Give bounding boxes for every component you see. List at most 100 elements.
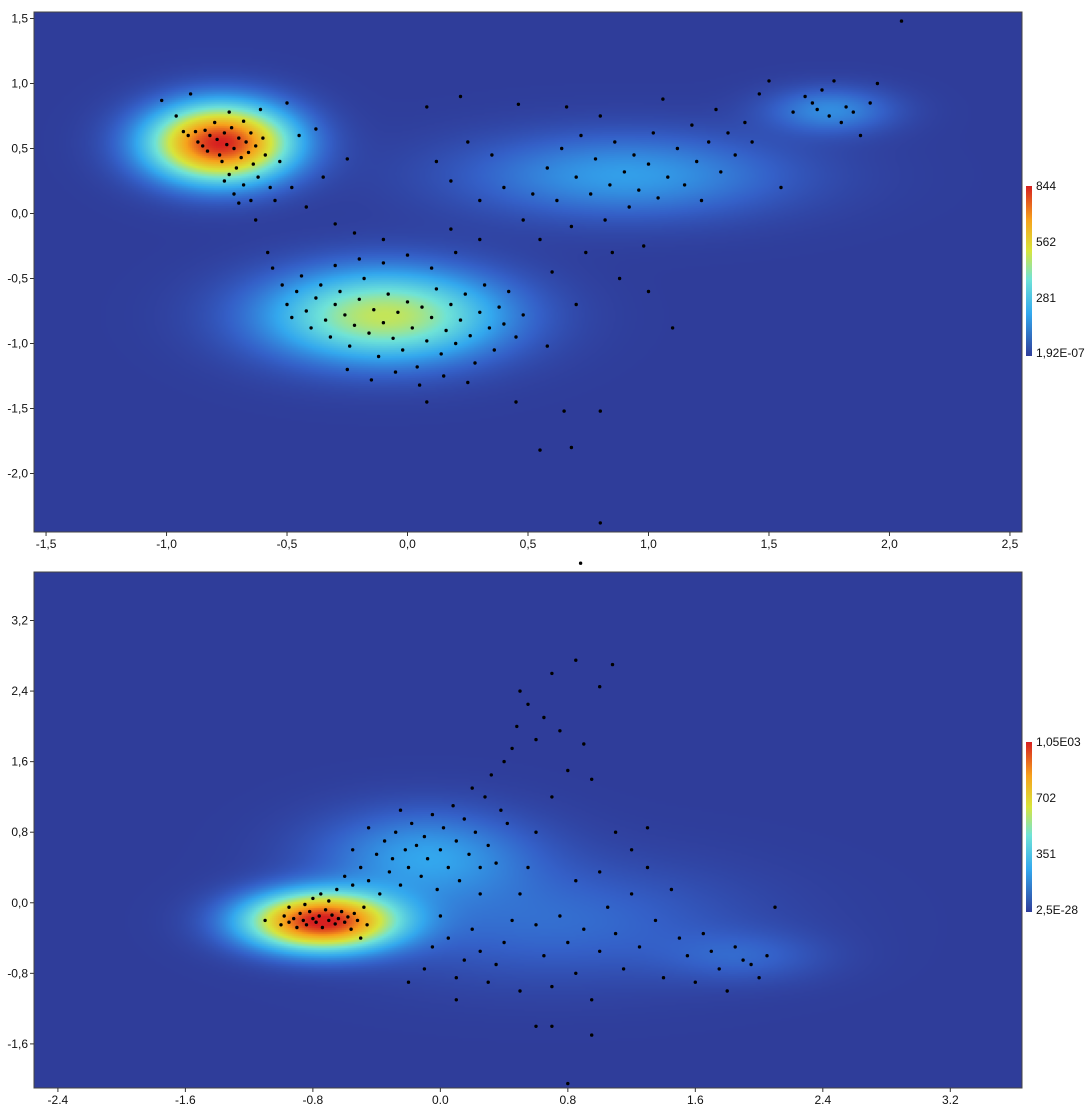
data-point [545,166,549,170]
data-point [494,962,498,967]
data-point [622,170,627,174]
data-point [521,218,525,222]
x-tick-label: -2,4 [48,1093,69,1104]
data-point [518,989,522,993]
data-point [405,253,410,257]
data-point [851,110,855,114]
data-point [526,865,530,870]
data-point [462,958,466,962]
colorbar-2: 1,05E03 702 351 2,5E-28 [1026,735,1081,917]
data-point [220,159,224,164]
data-point [560,146,564,151]
data-point [497,305,501,309]
data-point [429,315,434,320]
data-point [454,976,458,980]
data-point [502,940,506,945]
data-point [258,107,263,112]
data-point [367,331,371,335]
x-tick-label: 1,5 [761,537,778,551]
data-point [709,949,713,953]
density-plot-2: -2,4 -1,6 -0,8 0,0 0,8 1,6 2,4 3,2 3,2 2,4 1,6 0,8… [7,561,1081,1104]
data-point [438,914,443,918]
data-point [717,967,721,971]
data-point [646,162,651,166]
data-point [699,198,704,203]
data-point [562,409,566,413]
data-point [502,759,506,764]
data-point [569,445,574,450]
data-point [478,198,482,203]
data-point [490,153,494,157]
data-point [579,133,583,138]
data-point [478,892,482,896]
data-point [514,400,518,404]
data-point [458,94,463,99]
data-point [558,914,562,918]
data-point [820,88,824,92]
data-point [311,916,315,921]
data-point [290,315,294,320]
data-point [406,865,411,870]
data-point [478,865,482,870]
data-point [351,848,355,852]
colorbar-gradient-1 [1026,186,1032,356]
x-tick-label: 1,6 [687,1093,704,1104]
data-point [314,296,318,300]
data-point [578,561,583,565]
data-point [434,287,439,291]
data-point [590,1033,594,1037]
data-point [263,153,267,157]
data-point [273,198,277,203]
data-point [422,967,427,971]
data-point [538,237,542,242]
data-point [369,378,374,382]
data-point [394,830,398,834]
data-point [227,172,231,177]
data-point [598,685,602,689]
data-point [598,870,602,874]
data-point [439,352,443,356]
data-point [733,945,737,949]
data-point [345,157,349,161]
data-point [343,920,347,924]
data-point [290,185,294,190]
data-point [502,185,506,190]
data-point [419,874,423,878]
data-point [346,915,350,919]
data-point [629,892,634,896]
data-point [237,201,241,205]
data-point [516,102,521,107]
data-point [352,911,356,916]
data-point [478,237,482,242]
data-point [574,879,578,883]
data-point [398,883,403,887]
data-point [538,448,542,452]
data-point [285,302,289,307]
data-point [181,129,186,134]
data-point [832,79,836,83]
data-point [393,370,398,374]
data-point [201,144,205,148]
data-point [669,887,674,892]
data-point [642,244,646,248]
density-plot-1: -1,5 -1,0 -0,5 0,0 0,5 1,0 1,5 2,0 2,5 1,5 1,0 0,5… [7,11,1085,551]
data-point [391,336,395,340]
x-tick-label: 3,2 [942,1093,959,1104]
data-point [357,257,361,261]
data-point [311,896,315,901]
colorbar-label-3-1: 281 [1036,291,1056,305]
data-point [319,892,323,896]
data-point [767,79,771,83]
density-field-2 [34,572,1022,1088]
data-point [304,205,308,209]
data-point [733,153,737,157]
data-point [449,179,453,183]
data-point [598,114,602,118]
data-point [701,931,705,936]
data-point [749,962,753,967]
data-point [726,131,730,135]
colorbar-label-max-2: 1,05E03 [1036,735,1081,749]
y-tick-label: 1,5 [11,12,28,26]
data-point [584,250,588,255]
data-point [598,521,602,525]
